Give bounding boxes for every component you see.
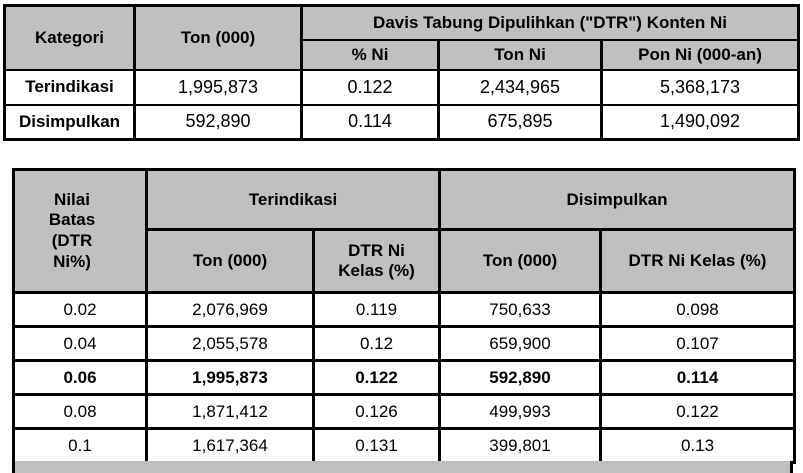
cell-kelas-disimpulkan: 0.107 <box>599 325 796 362</box>
cell-kelas-disimpulkan: 0.122 <box>599 393 796 430</box>
t2-header-terindikasi: Terindikasi <box>145 168 441 231</box>
cell-ton-disimpulkan: 399,801 <box>438 427 602 464</box>
cell-pon-ni: 1,490,092 <box>599 103 801 141</box>
table-row-cutoff-008: 0.08 1,871,412 0.126 499,993 0.122 <box>12 393 796 430</box>
t2-header-kelas-disimpulkan: DTR Ni Kelas (%) <box>599 228 796 294</box>
t2-header-ton-terindikasi: Ton (000) <box>145 228 315 294</box>
t1-header-ton-ni: Ton Ni <box>437 38 603 71</box>
t1-header-kategori: Kategori <box>3 4 136 71</box>
t1-header-row-top: Kategori Ton (000) Davis Tabung Dipulihk… <box>3 4 801 71</box>
clipped-gray-row <box>12 461 793 473</box>
cell-ton-terindikasi: 1,995,873 <box>145 359 315 396</box>
table-row-cutoff-004: 0.04 2,055,578 0.12 659,900 0.107 <box>12 325 796 362</box>
row-label: Terindikasi <box>3 68 136 106</box>
cell-pct-ni: 0.122 <box>300 68 440 106</box>
cell-ton-disimpulkan: 499,993 <box>438 393 602 430</box>
t2-header-nilai-batas: Nilai Batas (DTR Ni%) <box>12 168 148 294</box>
t1-header-row-sub: % Ni Ton Ni Pon Ni (000-an) <box>5 38 801 71</box>
table-row-terindikasi: Terindikasi 1,995,873 0.122 2,434,965 5,… <box>3 68 801 106</box>
cell-kelas-disimpulkan: 0.13 <box>599 427 796 464</box>
table-row-cutoff-01: 0.1 1,617,364 0.131 399,801 0.13 <box>12 427 796 464</box>
cell-kelas-disimpulkan: 0.098 <box>599 291 796 328</box>
resource-summary-table: Kategori Ton (000) Davis Tabung Dipulihk… <box>3 4 801 141</box>
cell-ton-terindikasi: 2,076,969 <box>145 291 315 328</box>
cell-ton: 1,995,873 <box>133 68 303 106</box>
cell-ton-terindikasi: 1,617,364 <box>145 427 315 464</box>
cell-pct-ni: 0.114 <box>300 103 440 141</box>
cell-ton-disimpulkan: 592,890 <box>438 359 602 396</box>
cell-kelas-terindikasi: 0.131 <box>312 427 441 464</box>
table-row-cutoff-006-base-case: 0.06 1,995,873 0.122 592,890 0.114 <box>12 359 796 396</box>
t2-header-row-top: Nilai Batas (DTR Ni%) Terindikasi Disimp… <box>12 168 796 294</box>
cell-ton-terindikasi: 2,055,578 <box>145 325 315 362</box>
t2-header-kelas-terindikasi: DTR Ni Kelas (%) <box>312 228 441 294</box>
t1-header-dtr-span: Davis Tabung Dipulihkan ("DTR") Konten N… <box>299 4 801 41</box>
cell-cutoff: 0.02 <box>12 291 148 328</box>
cutoff-sensitivity-table: Nilai Batas (DTR Ni%) Terindikasi Disimp… <box>12 168 796 464</box>
cell-cutoff: 0.1 <box>12 427 148 464</box>
t2-header-row-sub: Ton (000) DTR Ni Kelas (%) Ton (000) DTR… <box>14 228 796 294</box>
cell-ton-disimpulkan: 750,633 <box>438 291 602 328</box>
cell-kelas-terindikasi: 0.126 <box>312 393 441 430</box>
t1-header-pon-ni: Pon Ni (000-an) <box>599 38 801 71</box>
cell-ton-ni: 2,434,965 <box>437 68 603 106</box>
table-row-cutoff-002: 0.02 2,076,969 0.119 750,633 0.098 <box>12 291 796 328</box>
t2-header-disimpulkan: Disimpulkan <box>438 168 796 231</box>
t1-header-ton: Ton (000) <box>133 4 303 71</box>
t1-header-pct-ni: % Ni <box>300 38 440 71</box>
cell-ton-terindikasi: 1,871,412 <box>145 393 315 430</box>
cell-kelas-terindikasi: 0.119 <box>312 291 441 328</box>
row-label: Disimpulkan <box>3 103 136 141</box>
cell-kelas-terindikasi: 0.12 <box>312 325 441 362</box>
cell-ton: 592,890 <box>133 103 303 141</box>
cell-pon-ni: 5,368,173 <box>599 68 801 106</box>
cell-ton-ni: 675,895 <box>437 103 603 141</box>
t2-header-ton-disimpulkan: Ton (000) <box>438 228 602 294</box>
cell-cutoff: 0.08 <box>12 393 148 430</box>
table-row-disimpulkan: Disimpulkan 592,890 0.114 675,895 1,490,… <box>3 103 801 141</box>
cell-cutoff: 0.06 <box>12 359 148 396</box>
cell-kelas-terindikasi: 0.122 <box>312 359 441 396</box>
cell-cutoff: 0.04 <box>12 325 148 362</box>
cell-ton-disimpulkan: 659,900 <box>438 325 602 362</box>
cell-kelas-disimpulkan: 0.114 <box>599 359 796 396</box>
